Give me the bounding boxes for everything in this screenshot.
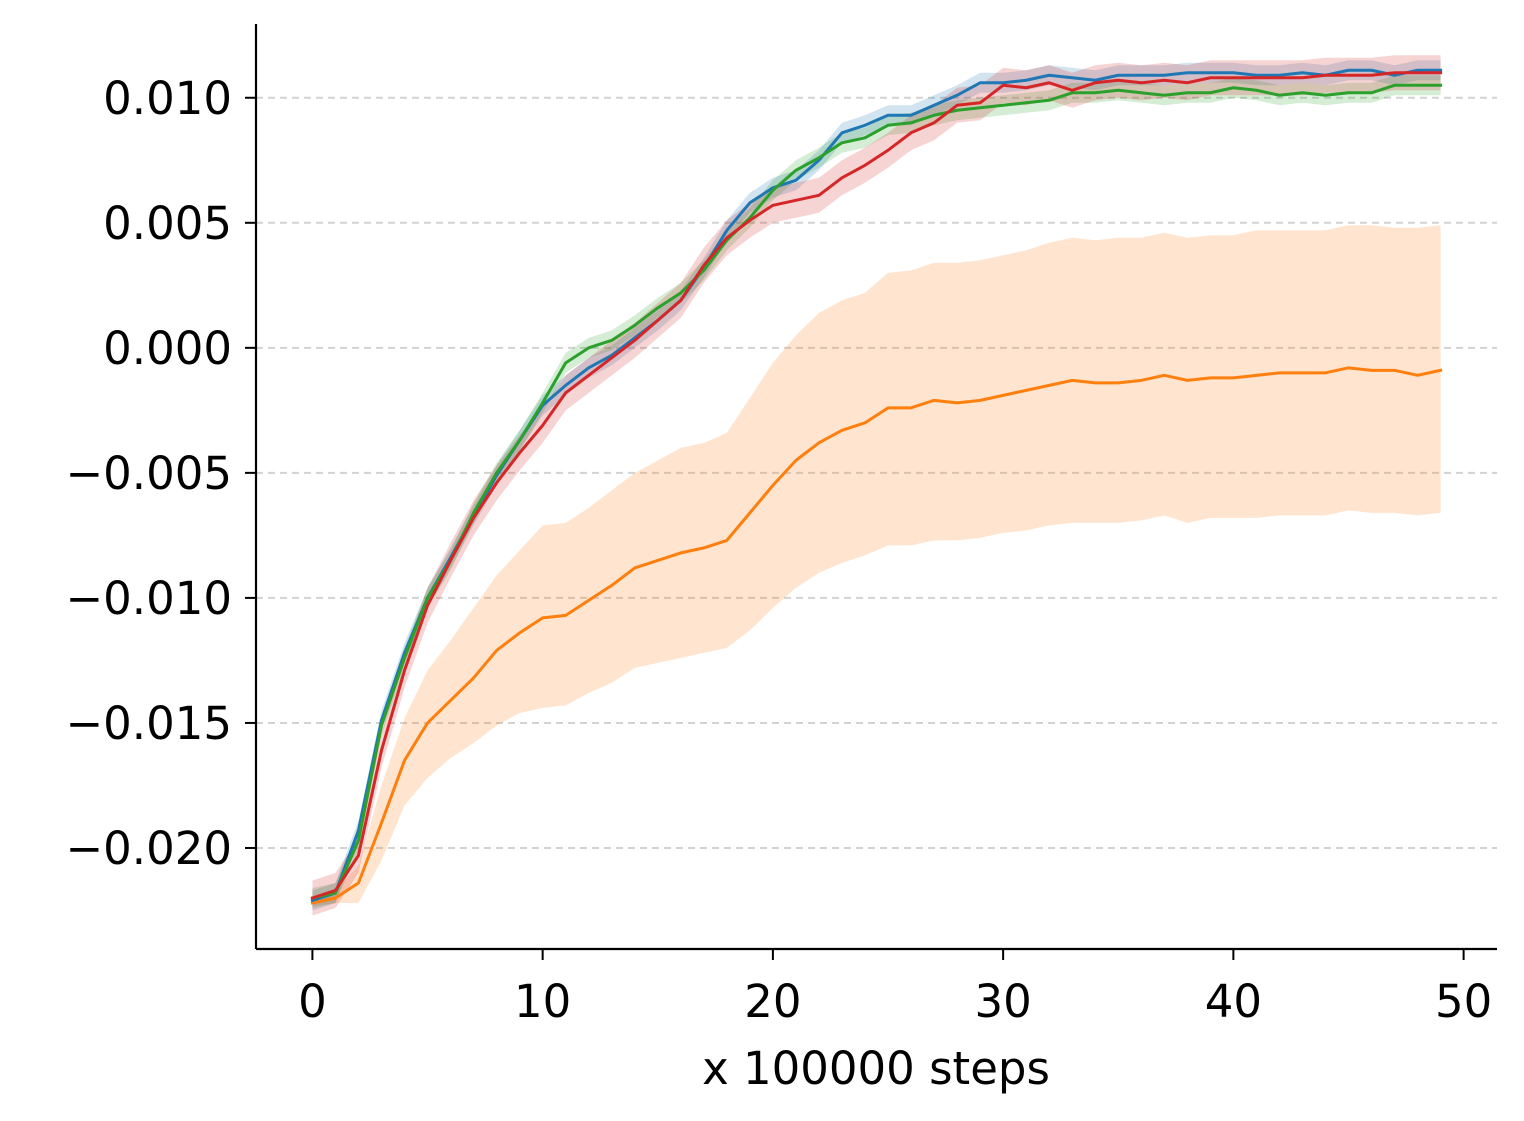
orange-confidence-band (312, 225, 1441, 906)
gridlines (256, 96, 1497, 849)
x-tick-label: 0 (298, 975, 327, 1028)
y-tick-label: −0.010 (65, 572, 232, 625)
y-tick-label: 0.000 (103, 322, 232, 375)
y-tick-label: −0.020 (65, 822, 232, 875)
y-tick-label: −0.005 (65, 447, 232, 500)
red-series-line (310, 71, 1443, 900)
y-tick-label: 0.005 (103, 197, 232, 250)
orange-series-line (310, 366, 1443, 905)
x-tick-label: 40 (1205, 975, 1262, 1028)
x-ticks: 0 10 20 30 40 50 (298, 949, 1492, 1028)
x-tick-label: 30 (974, 975, 1031, 1028)
series-lines (310, 68, 1443, 905)
axes (254, 24, 1497, 951)
green-series-line (310, 83, 1443, 900)
x-tick-label: 50 (1435, 975, 1492, 1028)
y-tick-label: 0.010 (103, 72, 232, 125)
x-tick-label: 20 (744, 975, 801, 1028)
confidence-bands (312, 55, 1441, 916)
y-tick-label: −0.015 (65, 697, 232, 750)
x-axis-label: x 100000 steps (702, 1042, 1050, 1095)
y-ticks: 0.010 0.005 0.000 −0.005 −0.010 −0.015 −0.020 (65, 72, 256, 875)
x-tick-label: 10 (514, 975, 571, 1028)
